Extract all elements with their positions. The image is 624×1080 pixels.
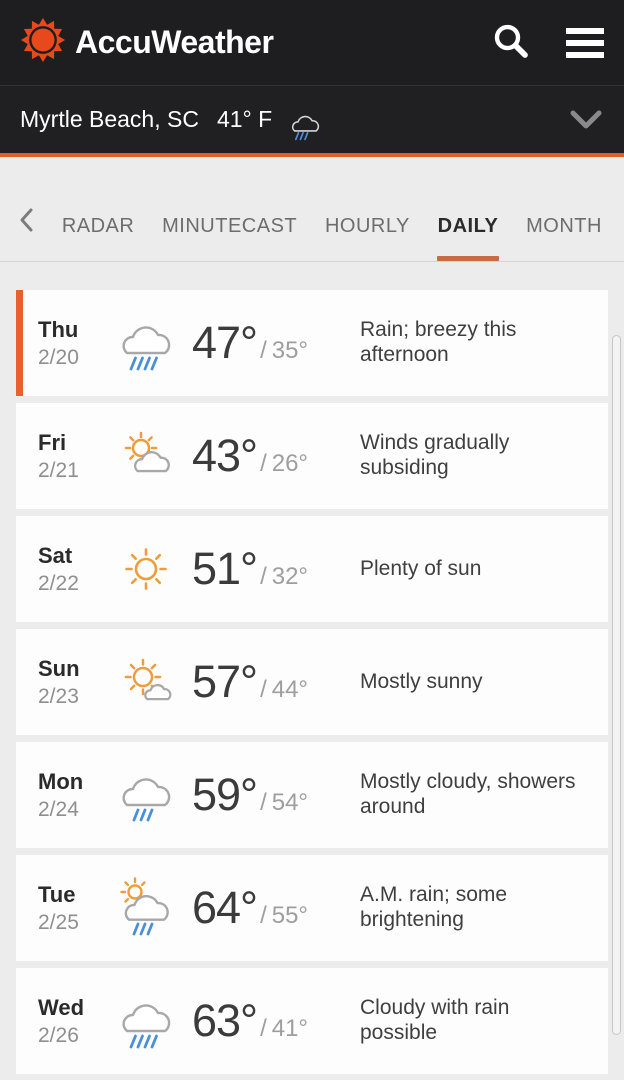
- tab-minutecast[interactable]: MINUTECAST: [162, 215, 298, 237]
- am-rain-icon: [114, 876, 178, 940]
- day-column: Wed 2/26: [38, 995, 108, 1048]
- forecast-list: Thu 2/20 47° / 35° Rain; breezy this aft…: [0, 262, 624, 1074]
- high-temp: 57°: [192, 656, 258, 707]
- high-temp: 51°: [192, 543, 258, 594]
- forecast-row-sun[interactable]: Sun 2/23 57° / 44° Mostly sunny: [16, 629, 608, 735]
- temp-separator: /: [260, 1015, 267, 1042]
- low-temp: 35°: [271, 337, 309, 364]
- high-temp: 63°: [192, 995, 258, 1046]
- high-temp: 59°: [192, 769, 258, 820]
- app-title: AccuWeather: [75, 24, 274, 60]
- tab-daily[interactable]: DAILY: [438, 215, 499, 261]
- forecast-description: Rain; breezy this afternoon: [360, 318, 517, 366]
- temp-separator: /: [260, 789, 267, 816]
- day-name: Tue: [38, 881, 76, 907]
- showers-icon: [114, 763, 178, 827]
- rain-icon: [114, 311, 178, 375]
- forecast-description: Mostly sunny: [360, 669, 483, 693]
- tab-radar[interactable]: RADAR: [61, 215, 135, 237]
- menu-bar: [566, 51, 604, 58]
- high-temp: 47°: [192, 317, 258, 368]
- low-temp: 54°: [271, 789, 309, 816]
- day-column: Sun 2/23: [38, 656, 108, 709]
- day-column: Sat 2/22: [38, 543, 108, 596]
- day-date: 2/21: [38, 458, 79, 482]
- day-date: 2/25: [38, 910, 79, 934]
- temperatures: 64° / 55°: [192, 882, 350, 934]
- low-temp: 55°: [271, 902, 309, 929]
- day-date: 2/26: [38, 1023, 79, 1047]
- forecast-row-sat[interactable]: Sat 2/22 51° / 32° Plenty of sun: [16, 516, 608, 622]
- temp-separator: /: [260, 676, 267, 703]
- day-column: Fri 2/21: [38, 430, 108, 483]
- temperatures: 51° / 32°: [192, 543, 350, 595]
- menu-button[interactable]: [566, 27, 604, 58]
- forecast-row-fri[interactable]: Fri 2/21 43° / 26° Winds gradually subsi…: [16, 403, 608, 509]
- location-bar[interactable]: Myrtle Beach, SC 41° F: [0, 85, 624, 153]
- sunny-icon: [114, 537, 178, 601]
- day-column: Thu 2/20: [38, 317, 108, 370]
- forecast-description: Winds gradually subsiding: [360, 431, 510, 479]
- forecast-tabbar: RADAR MINUTECAST HOURLY DAILY MONTH: [0, 157, 624, 262]
- high-temp: 64°: [192, 882, 258, 933]
- accent-divider: [0, 153, 624, 157]
- low-temp: 32°: [271, 563, 309, 590]
- temperatures: 59° / 54°: [192, 769, 350, 821]
- menu-bar: [566, 27, 604, 34]
- day-name: Wed: [38, 994, 85, 1020]
- temp-separator: /: [260, 902, 267, 929]
- forecast-description: Mostly cloudy, showers around: [360, 770, 576, 818]
- high-temp: 43°: [192, 430, 258, 481]
- chevron-left-icon: [18, 206, 34, 237]
- forecast-description: Plenty of sun: [360, 556, 482, 580]
- temperatures: 63° / 41°: [192, 995, 350, 1047]
- temperatures: 57° / 44°: [192, 656, 350, 708]
- temp-separator: /: [260, 337, 267, 364]
- forecast-row-tue[interactable]: Tue 2/25 64° / 55° A.M. rain; some brigh…: [16, 855, 608, 961]
- accuweather-sun-icon: [20, 17, 66, 68]
- day-name: Sat: [38, 542, 73, 568]
- day-date: 2/22: [38, 571, 79, 595]
- day-name: Mon: [38, 768, 84, 794]
- day-date: 2/24: [38, 797, 79, 821]
- day-name: Thu: [38, 316, 79, 342]
- day-name: Sun: [38, 655, 80, 681]
- tab-month[interactable]: MONTH: [526, 215, 602, 237]
- chevron-down-icon[interactable]: [568, 108, 604, 132]
- forecast-description: Cloudy with rain possible: [360, 996, 510, 1044]
- partly-sunny-icon: [114, 424, 178, 488]
- day-date: 2/23: [38, 684, 79, 708]
- forecast-row-mon[interactable]: Mon 2/24 59° / 54° Mostly cloudy, shower…: [16, 742, 608, 848]
- forecast-row-thu[interactable]: Thu 2/20 47° / 35° Rain; breezy this aft…: [16, 290, 608, 396]
- day-column: Mon 2/24: [38, 769, 108, 822]
- app-header: AccuWeather: [0, 0, 624, 85]
- tab-hourly[interactable]: HOURLY: [324, 215, 410, 237]
- mostly-sunny-icon: [114, 650, 178, 714]
- current-temperature: 41° F: [216, 106, 273, 132]
- search-icon: [490, 20, 532, 65]
- menu-bar: [566, 39, 604, 46]
- day-column: Tue 2/25: [38, 882, 108, 935]
- rain-icon: [114, 989, 178, 1053]
- location-name: Myrtle Beach, SC: [20, 106, 199, 132]
- low-temp: 26°: [271, 450, 309, 477]
- rain-icon: [284, 102, 326, 144]
- tabs-back-button[interactable]: [18, 206, 34, 261]
- temp-separator: /: [260, 563, 267, 590]
- search-button[interactable]: [490, 20, 532, 65]
- hamburger-menu-icon: [566, 27, 604, 58]
- temp-separator: /: [260, 450, 267, 477]
- temperatures: 43° / 26°: [192, 430, 350, 482]
- scrollbar[interactable]: [612, 335, 621, 1035]
- low-temp: 44°: [271, 676, 309, 703]
- accuweather-logo: AccuWeather: [20, 17, 274, 68]
- day-date: 2/20: [38, 345, 79, 369]
- temperatures: 47° / 35°: [192, 317, 350, 369]
- day-name: Fri: [38, 429, 67, 455]
- forecast-description: A.M. rain; some brightening: [360, 883, 508, 931]
- forecast-row-wed[interactable]: Wed 2/26 63° / 41° Cloudy with rain poss…: [16, 968, 608, 1074]
- low-temp: 41°: [271, 1015, 309, 1042]
